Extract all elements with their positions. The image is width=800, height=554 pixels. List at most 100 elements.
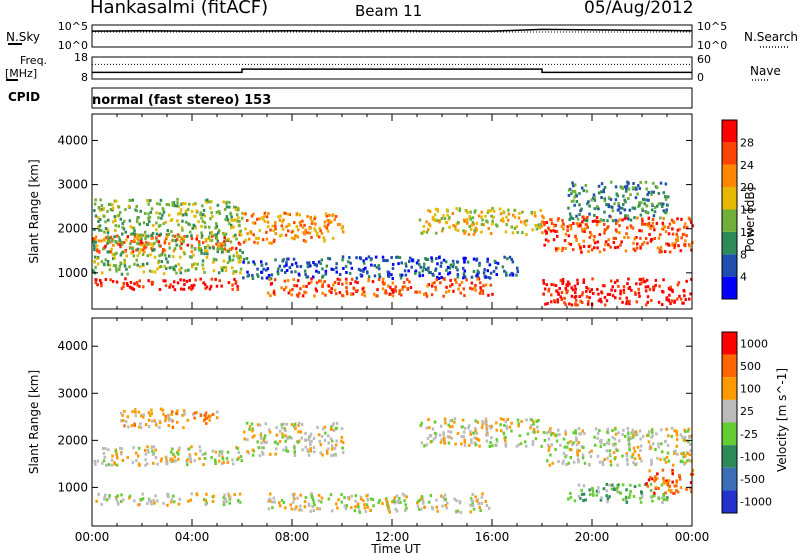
power-scatter-cell (158, 202, 162, 206)
power-scatter-cell (203, 225, 207, 229)
velocity-scatter-cell (366, 498, 369, 502)
power-scatter-cell (545, 221, 549, 224)
velocity-scatter-cell (471, 499, 474, 503)
power-scatter-cell (547, 226, 550, 230)
power-scatter-cell (625, 216, 629, 220)
velocity-scatter-cell (278, 501, 281, 505)
velocity-scatter-cell (165, 461, 169, 465)
velocity-scatter-cell (531, 440, 535, 444)
power-scatter-cell (296, 264, 299, 268)
power-scatter-cell (115, 269, 118, 273)
velocity-scatter-cell (416, 504, 420, 508)
power-scatter-cell (155, 211, 158, 215)
power-scatter-cell (92, 238, 95, 242)
power-scatter-cell (429, 271, 432, 275)
power-scatter-cell (638, 277, 642, 281)
power-scatter-cell (177, 223, 180, 227)
velocity-scatter-cell (258, 454, 262, 458)
power-scatter-cell (345, 271, 348, 274)
power-scatter-cell (104, 236, 108, 240)
velocity-scatter-cell (688, 435, 691, 439)
power-scatter-cell (168, 242, 171, 246)
velocity-scatter-cell (605, 482, 609, 486)
power-scatter-cell (141, 253, 145, 257)
velocity-scatter-cell (488, 506, 491, 510)
power-scatter-cell (100, 271, 104, 275)
velocity-scatter-cell (536, 425, 539, 429)
power-scatter-cell (94, 255, 97, 259)
power-scatter-cell (537, 223, 540, 227)
power-scatter-cell (567, 193, 571, 197)
power-scatter-cell (382, 277, 385, 281)
power-scatter-cell (97, 249, 101, 253)
power-scatter-cell (132, 226, 136, 230)
power-scatter-cell (613, 202, 616, 206)
power-scatter-cell (544, 229, 547, 233)
velocity-scatter-cell (475, 499, 478, 503)
power-scatter-cell (643, 222, 646, 226)
power-scatter-cell (239, 259, 242, 263)
power-scatter-cell (418, 274, 421, 278)
power-scatter-cell (675, 232, 678, 236)
power-scatter-cell (294, 234, 297, 238)
power-scatter-cell (596, 205, 599, 208)
velocity-scatter-cell (154, 456, 158, 459)
power-scatter-cell (657, 236, 661, 240)
power-scatter-cell (581, 229, 584, 233)
velocity-scatter-cell (147, 425, 151, 428)
power-scatter-cell (508, 255, 512, 259)
velocity-scatter-cell (240, 459, 243, 463)
power-scatter-cell (299, 287, 302, 291)
power-scatter-cell (168, 254, 171, 258)
velocity-scatter-cell (621, 454, 624, 458)
power-scatter-cell (117, 205, 121, 209)
velocity-scatter-cell (597, 486, 600, 490)
power-scatter-cell (670, 218, 674, 222)
velocity-scatter-cell (293, 497, 296, 501)
power-scatter-cell (242, 240, 246, 244)
power-scatter-cell (167, 203, 171, 207)
power-scatter-cell (221, 247, 225, 251)
power-scatter-cell (182, 240, 185, 244)
velocity-scatter-cell (135, 459, 138, 463)
power-scatter-cell (568, 282, 571, 286)
velocity-scatter-cell (105, 498, 109, 502)
velocity-scatter-cell (676, 437, 679, 441)
velocity-scatter-cell (260, 446, 264, 450)
power-scatter-cell (625, 184, 629, 188)
velocity-scatter-cell (275, 426, 278, 429)
power-scatter-cell (451, 212, 455, 215)
velocity-scatter-cell (312, 436, 316, 440)
velocity-scatter-cell (681, 460, 684, 464)
power-scatter-cell (593, 246, 596, 250)
power-scatter-cell (187, 222, 190, 226)
power-scatter-cell (667, 287, 671, 290)
velocity-scatter-cell (189, 460, 193, 464)
velocity-scatter-cell (395, 509, 399, 513)
velocity-scatter-cell (444, 421, 447, 425)
power-scatter-cell (182, 250, 185, 254)
power-scatter-cell (94, 238, 97, 242)
velocity-scatter-cell (687, 440, 690, 444)
velocity-scatter-cell (309, 440, 312, 444)
velocity-scatter-cell (340, 493, 343, 497)
power-scatter-cell (320, 231, 324, 235)
velocity-scatter-cell (331, 423, 335, 427)
power-scatter-cell (579, 245, 582, 249)
velocity-scatter-cell (416, 501, 419, 505)
velocity-scatter-cell (599, 445, 603, 449)
velocity-scatter-cell (640, 459, 643, 463)
power-scatter-cell (304, 228, 307, 232)
power-scatter-cell (665, 211, 668, 215)
power-scatter-cell (239, 254, 242, 258)
velocity-scatter-cell (629, 483, 632, 487)
power-scatter-cell (445, 290, 448, 294)
velocity-scatter-cell (296, 496, 299, 500)
power-scatter-cell (234, 207, 238, 211)
power-scatter-cell (588, 204, 591, 208)
power-scatter-cell (567, 206, 570, 210)
velocity-scatter-cell (421, 500, 425, 503)
power-scatter-cell (238, 248, 242, 252)
power-scatter-cell (148, 215, 152, 219)
power-scatter-cell (112, 264, 116, 268)
